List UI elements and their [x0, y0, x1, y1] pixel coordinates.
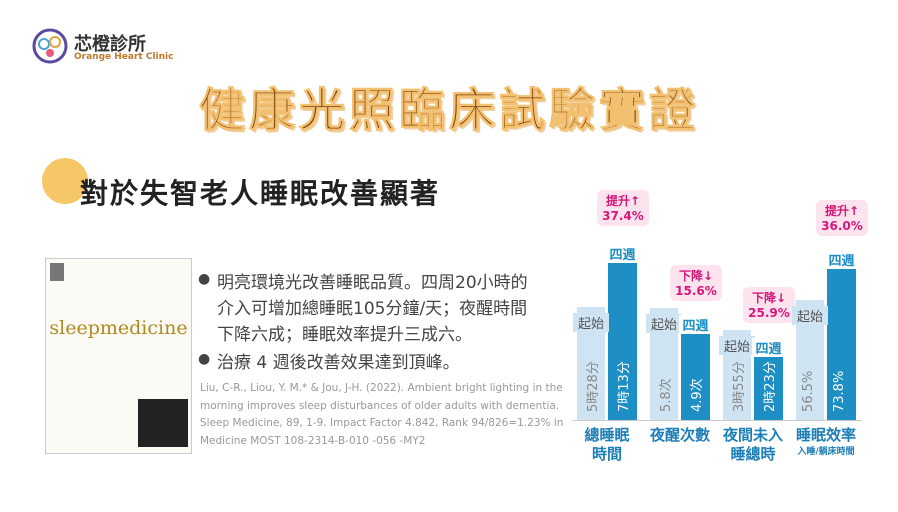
followup-label: 四週	[825, 250, 858, 269]
change-label: 下降↓	[678, 269, 714, 283]
change-percent: 15.6%	[675, 284, 717, 298]
cover-image	[138, 399, 188, 447]
bullet-text: 治療 4 週後改善效果達到頂峰。	[217, 353, 460, 373]
change-label: 提升↑	[824, 204, 860, 218]
baseline-label: 起始	[792, 306, 828, 325]
decor-circle	[42, 158, 88, 204]
baseline-value: 56.5%	[801, 370, 816, 412]
change-badge	[670, 265, 722, 301]
logo-icon	[32, 28, 68, 64]
bullet-text: 下降六成；睡眠效率提升三成六。	[217, 325, 472, 345]
followup-value: 73.8%	[832, 370, 847, 412]
category-label: 時間	[591, 445, 622, 463]
category-note: 入睡/躺床時間	[797, 447, 855, 457]
change-badge	[816, 200, 868, 236]
citation: Sleep Medicine, 89, 1-9. Impact Factor 4…	[200, 417, 564, 429]
citation: morning improves sleep disturbances of o…	[200, 399, 560, 412]
change-badge	[743, 287, 795, 323]
category-label: 夜醒次數	[649, 426, 710, 444]
title: 健康光照臨床試驗實證	[199, 83, 699, 138]
followup-value: 2時23分	[763, 361, 778, 412]
change-percent: 36.0%	[821, 219, 863, 233]
followup-bar	[827, 268, 856, 420]
followup-bar	[754, 356, 783, 420]
baseline-label: 起始	[646, 314, 682, 333]
baseline-value: 3時55分	[732, 361, 747, 412]
category-label: 睡總時	[730, 445, 776, 463]
citation: Liu, C-R., Liou, Y. M.* & Jou, J-H. (202…	[200, 382, 563, 394]
logo-subtitle: Orange Heart Clinic	[74, 52, 174, 62]
baseline	[572, 420, 862, 421]
publisher-logo	[50, 263, 64, 281]
baseline-value: 5時28分	[586, 361, 601, 412]
change-badge	[597, 190, 649, 226]
change-label: 提升↑	[605, 194, 641, 208]
subtitle: 對於失智老人睡眠改善顯著	[80, 177, 441, 210]
journal-name: sleepmedicine	[49, 317, 188, 339]
bullet-dot: ●	[198, 351, 211, 367]
category-label: 睡眠效率	[795, 426, 856, 444]
baseline-label: 起始	[719, 336, 755, 355]
baseline-value: 5.8次	[659, 378, 674, 412]
category-label: 總睡眠	[584, 426, 630, 444]
journal-cover: sleepmedicine	[45, 258, 192, 454]
followup-bar	[681, 333, 710, 420]
bullet-dot: ●	[198, 271, 211, 287]
category-label: 夜間未入	[722, 426, 783, 444]
change-percent: 37.4%	[602, 209, 644, 223]
followup-value: 4.9次	[690, 378, 705, 412]
citation: Medicine MOST 108-2314-B-010 -056 -MY2	[200, 434, 426, 447]
logo-name: 芯橙診所	[74, 34, 146, 55]
followup-bar	[608, 262, 637, 420]
bullet-text: 明亮環境光改善睡眠品質。四周20小時的	[217, 273, 528, 293]
followup-label: 四週	[679, 315, 712, 334]
change-label: 下降↓	[751, 291, 787, 305]
bullet-text: 介入可增加總睡眠105分鐘/天；夜醒時間	[217, 299, 528, 319]
change-percent: 25.9%	[748, 306, 790, 320]
followup-label: 四週	[606, 244, 639, 263]
followup-label: 四週	[752, 338, 785, 357]
baseline-label: 起始	[573, 313, 609, 332]
followup-value: 7時13分	[617, 361, 632, 412]
